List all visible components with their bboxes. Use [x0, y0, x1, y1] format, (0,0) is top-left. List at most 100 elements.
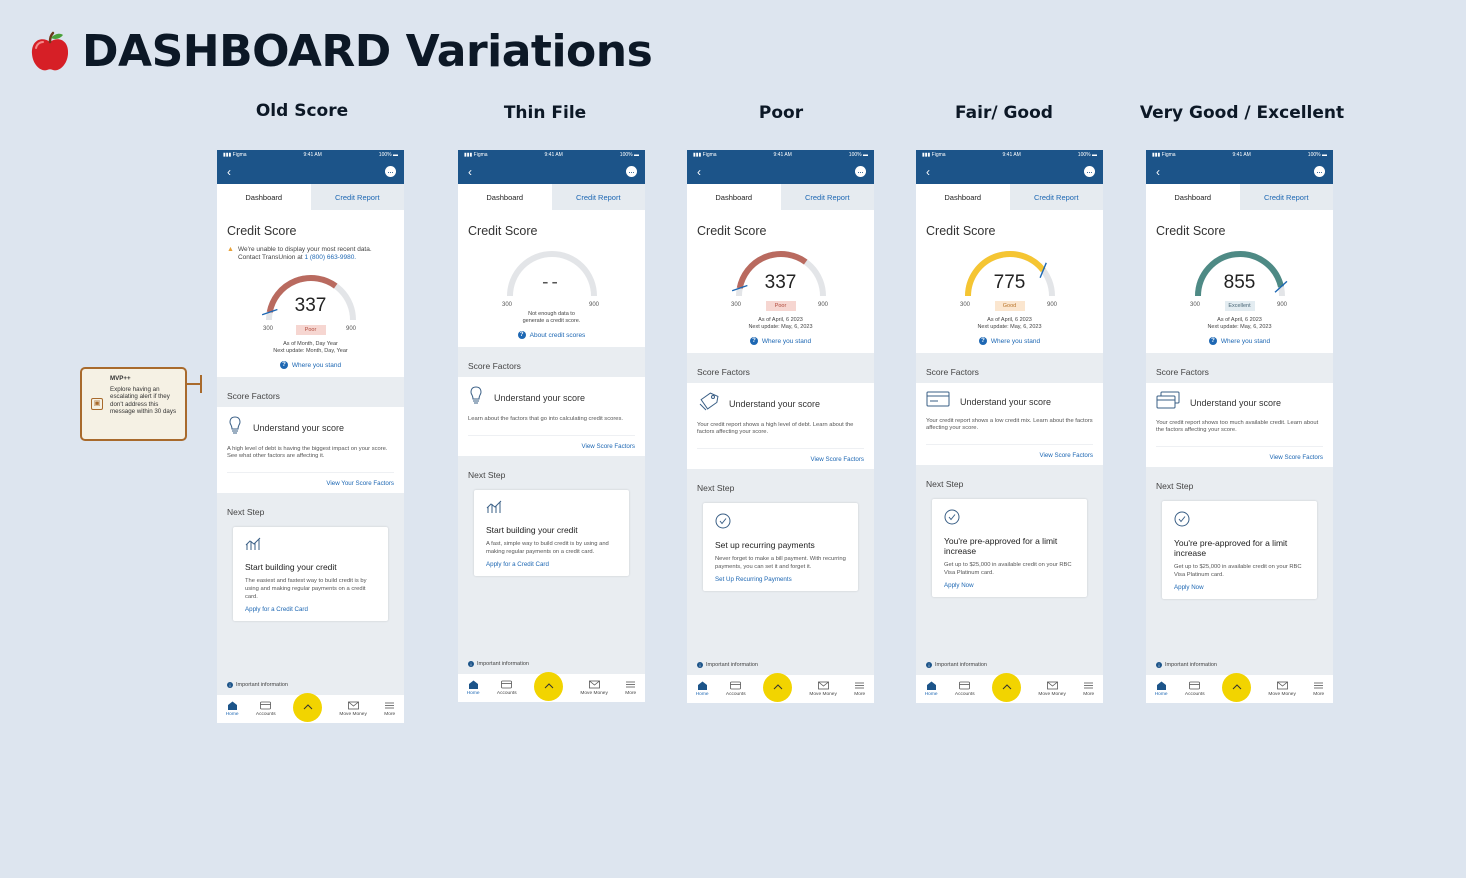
tab-credit-report[interactable]: Credit Report [780, 184, 874, 210]
nav-bar: ‹ … [916, 159, 1103, 184]
carrier: ▮▮▮ Figma [922, 151, 946, 158]
view-score-factors-link[interactable]: View Score Factors [1156, 446, 1323, 461]
question-icon: ? [279, 361, 288, 369]
nav-accounts[interactable]: Accounts [726, 681, 746, 697]
nav-move-money[interactable]: Move Money [580, 680, 608, 696]
chevron-up-icon [1002, 684, 1011, 690]
tab-bar: Dashboard Credit Report [687, 184, 874, 210]
score-factors-label: Score Factors [468, 361, 521, 371]
back-icon[interactable]: ‹ [926, 164, 930, 179]
tab-credit-report[interactable]: Credit Report [310, 184, 404, 210]
status-bar: ▮▮▮ Figma 9:41 AM 100% ▬ [458, 150, 645, 159]
expand-fab-button[interactable] [534, 671, 563, 701]
nav-more[interactable]: More [1313, 681, 1324, 697]
home-icon [227, 701, 237, 710]
score-date: As of Month, Day Year Next update: Month… [273, 341, 348, 354]
chat-icon[interactable]: … [1314, 166, 1325, 177]
envelope-icon [347, 701, 359, 710]
nav-bar: ‹ … [687, 159, 874, 184]
chat-icon[interactable]: … [385, 166, 396, 177]
info-link[interactable]: ? Where you stand [227, 361, 394, 369]
nav-accounts[interactable]: Accounts [1185, 681, 1205, 697]
back-icon[interactable]: ‹ [697, 164, 701, 179]
back-icon[interactable]: ‹ [468, 164, 472, 179]
info-link[interactable]: ? Where you stand [697, 337, 864, 345]
check-circle-icon [944, 509, 960, 529]
important-info-link[interactable]: i Important information [217, 682, 298, 688]
tab-dashboard[interactable]: Dashboard [217, 184, 311, 210]
tab-bar: Dashboard Credit Report [1146, 184, 1333, 210]
nav-move-money[interactable]: Move Money [1268, 681, 1296, 697]
back-icon[interactable]: ‹ [227, 164, 231, 179]
nav-more[interactable]: More [625, 680, 636, 696]
next-step-description: Get up to $25,000 in available credit on… [1174, 564, 1302, 578]
info-link[interactable]: ? About credit scores [468, 331, 635, 339]
nav-move-money[interactable]: Move Money [339, 701, 367, 717]
nav-accounts[interactable]: Accounts [497, 680, 517, 696]
tab-dashboard[interactable]: Dashboard [458, 184, 552, 210]
info-icon: i [227, 682, 233, 688]
column-title: Fair/ Good [955, 103, 1053, 123]
alert-phone-link[interactable]: 1 (800) 663-9980. [304, 254, 357, 261]
score-card: Credit Score 337 300 900 Poor As of Apri… [687, 210, 874, 353]
accounts-icon [501, 680, 513, 689]
nav-home[interactable]: Home [226, 701, 238, 717]
tab-credit-report[interactable]: Credit Report [1239, 184, 1333, 210]
info-link[interactable]: ? Where you stand [926, 337, 1093, 345]
nav-home[interactable]: Home [925, 681, 937, 697]
alert-text: We're unable to display your most recent… [237, 246, 372, 253]
back-icon[interactable]: ‹ [1156, 164, 1160, 179]
view-score-factors-link[interactable]: View Your Score Factors [227, 472, 394, 487]
menu-icon [855, 682, 865, 689]
note-connector-end [200, 375, 202, 393]
score-gauge [1194, 251, 1287, 297]
view-score-factors-link[interactable]: View Score Factors [926, 444, 1093, 459]
view-score-factors-link[interactable]: View Score Factors [468, 435, 635, 450]
tab-dashboard[interactable]: Dashboard [916, 184, 1010, 210]
note-connector [187, 383, 201, 385]
nav-more[interactable]: More [854, 681, 865, 697]
carrier: ▮▮▮ Figma [693, 151, 717, 158]
important-info-link[interactable]: i Important information [1146, 662, 1227, 668]
home-icon [697, 681, 707, 690]
important-info-link[interactable]: i Important information [687, 662, 768, 668]
next-step-title: You're pre-approved for a limit increase [944, 536, 1058, 556]
next-step-cta[interactable]: Apply Now [944, 582, 974, 589]
column-title: Old Score [255, 101, 349, 121]
score-card: Credit Score -- 300 900 Not enough data … [458, 210, 645, 347]
next-step-cta[interactable]: Apply for a Credit Card [486, 561, 549, 568]
chat-icon[interactable]: … [855, 166, 866, 177]
nav-move-money[interactable]: Move Money [1038, 681, 1066, 697]
next-step-cta[interactable]: Apply Now [1174, 584, 1204, 591]
nav-move-money[interactable]: Move Money [809, 681, 837, 697]
nav-home[interactable]: Home [1155, 681, 1167, 697]
score-factors-label: Score Factors [1156, 367, 1209, 377]
nav-accounts[interactable]: Accounts [256, 701, 276, 717]
home-icon [468, 680, 478, 689]
nav-home[interactable]: Home [696, 681, 708, 697]
nav-more[interactable]: More [1083, 681, 1094, 697]
envelope-icon [1276, 681, 1288, 690]
next-step-cta[interactable]: Apply for a Credit Card [245, 606, 308, 613]
nav-accounts[interactable]: Accounts [955, 681, 975, 697]
info-icon: i [697, 662, 703, 668]
important-info-link[interactable]: i Important information [458, 661, 539, 667]
expand-fab-button[interactable] [1222, 672, 1251, 702]
chat-icon[interactable]: … [626, 166, 637, 177]
tab-credit-report[interactable]: Credit Report [1009, 184, 1103, 210]
tab-credit-report[interactable]: Credit Report [551, 184, 645, 210]
view-score-factors-link[interactable]: View Score Factors [697, 448, 864, 463]
nav-home[interactable]: Home [467, 680, 479, 696]
info-link[interactable]: ? Where you stand [1156, 337, 1323, 345]
important-info-link[interactable]: i Important information [916, 662, 997, 668]
tab-dashboard[interactable]: Dashboard [1146, 184, 1240, 210]
nav-more[interactable]: More [384, 701, 395, 717]
note-icon: ▣ [91, 398, 103, 410]
expand-fab-button[interactable] [763, 672, 792, 702]
expand-fab-button[interactable] [992, 672, 1021, 702]
expand-fab-button[interactable] [293, 692, 322, 722]
chat-icon[interactable]: … [1084, 166, 1095, 177]
info-icon: i [468, 661, 474, 667]
next-step-cta[interactable]: Set Up Recurring Payments [715, 576, 792, 583]
tab-dashboard[interactable]: Dashboard [687, 184, 781, 210]
